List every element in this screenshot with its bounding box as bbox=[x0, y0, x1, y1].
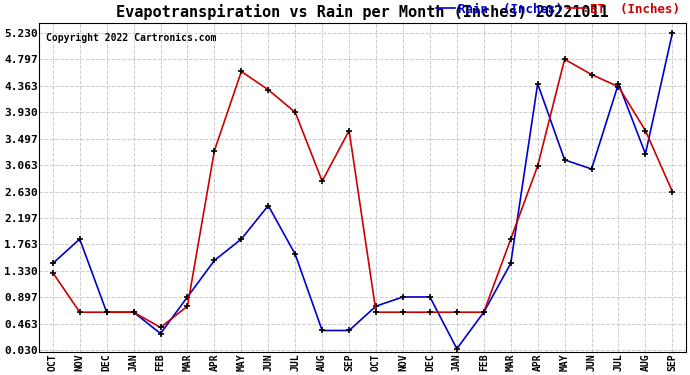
Legend: Rain  (Inches), ET  (Inches): Rain (Inches), ET (Inches) bbox=[436, 3, 680, 16]
Title: Evapotranspiration vs Rain per Month (Inches) 20221011: Evapotranspiration vs Rain per Month (In… bbox=[116, 4, 609, 20]
Text: Copyright 2022 Cartronics.com: Copyright 2022 Cartronics.com bbox=[46, 33, 216, 43]
